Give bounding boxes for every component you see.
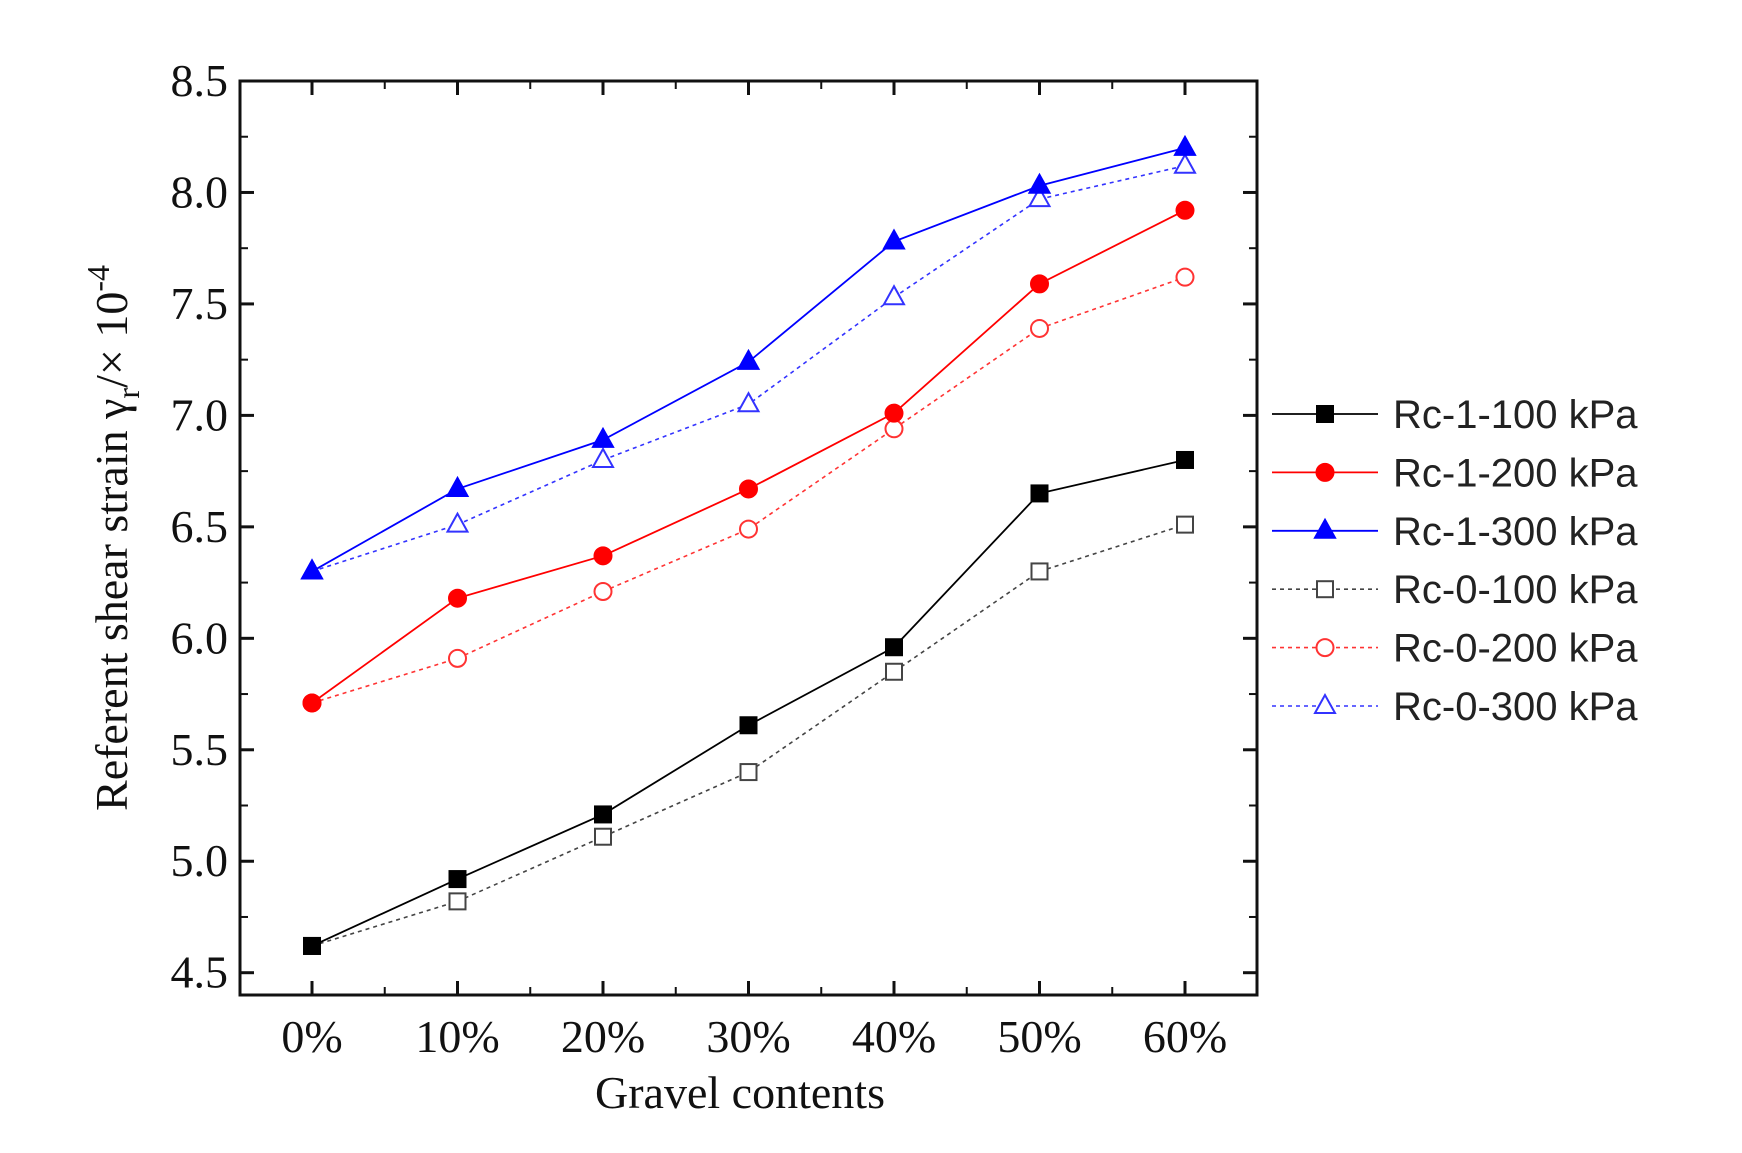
data-point: [1027, 186, 1052, 208]
y-tick-label: 7.5: [171, 278, 229, 329]
data-point: [1173, 152, 1197, 174]
data-point: [448, 892, 467, 911]
data-point: [1030, 562, 1049, 581]
data-point: [882, 284, 906, 306]
data-point: [1175, 200, 1195, 220]
legend-item: Rc-0-200 kPa: [1272, 627, 1638, 671]
x-tick-label: 40%: [852, 1011, 936, 1062]
y-tick-label: 8.0: [171, 166, 229, 217]
x-tick-label: 0%: [281, 1011, 342, 1062]
y-tick-label: 8.5: [171, 55, 229, 106]
legend-marker: [1313, 517, 1337, 539]
data-point: [445, 511, 470, 533]
legend-item: Rc-1-100 kPa: [1272, 393, 1638, 437]
x-tick-label: 10%: [415, 1011, 499, 1062]
y-tick-label: 7.0: [171, 389, 229, 440]
legend-label: Rc-0-200 kPa: [1393, 627, 1638, 671]
series-rc-1-200-kpa: [302, 200, 1195, 713]
data-point: [884, 419, 904, 439]
y-axis-title-sup: -4: [80, 265, 116, 292]
data-point: [885, 638, 903, 657]
legend-item: Rc-1-300 kPa: [1272, 510, 1638, 554]
data-point: [882, 228, 906, 250]
y-axis-title: Referent shear strain γr/× 10-4: [80, 265, 146, 811]
legend-item: Rc-1-200 kPa: [1272, 451, 1638, 495]
data-point: [1027, 172, 1052, 194]
series-rc-1-100-kpa: [303, 450, 1194, 955]
data-point: [300, 558, 324, 580]
x-axis-title: Gravel contents: [595, 1067, 885, 1118]
tick-labels: 4.5 5.0 5.5 6.0 6.5 7.0 7.5 8.0 8.5 0% 10% 20% 30% 40…: [171, 55, 1228, 1062]
data-point: [303, 936, 321, 955]
data-point: [448, 648, 467, 668]
legend-marker: [1316, 580, 1334, 599]
data-point: [736, 391, 761, 413]
legend-marker: [1315, 638, 1335, 658]
x-tick-label: 50%: [997, 1011, 1081, 1062]
data-point: [1175, 267, 1195, 287]
legend-marker: [1316, 405, 1334, 423]
data-point: [884, 403, 904, 423]
legend-label: Rc-1-200 kPa: [1393, 451, 1638, 495]
legend-item: Rc-0-300 kPa: [1272, 685, 1638, 729]
data-point: [594, 805, 612, 824]
data-point: [302, 693, 322, 713]
legend-label: Rc-1-300 kPa: [1393, 510, 1638, 554]
legend-marker: [1313, 692, 1337, 714]
data-point: [591, 446, 615, 468]
y-tick-label: 6.0: [171, 612, 229, 663]
data-point: [885, 662, 903, 681]
x-tick-label: 30%: [706, 1011, 790, 1062]
series-line: [311, 523, 1186, 947]
data-point: [739, 763, 758, 782]
y-tick-label: 5.5: [171, 724, 229, 775]
y-axis-title-main: Referent shear strain γ: [86, 399, 137, 811]
data-point: [593, 546, 613, 566]
data-point: [739, 716, 758, 735]
data-point: [448, 588, 467, 608]
data-point: [739, 519, 758, 539]
data-point: [445, 475, 470, 497]
legend-label: Rc-1-100 kPa: [1393, 393, 1638, 437]
legend: Rc-1-100 kPa Rc-1-200 kPa Rc-1-300 kPa Rc-0…: [1272, 393, 1638, 729]
data-point: [594, 827, 612, 846]
data-point: [1176, 515, 1194, 534]
series-rc-1-300-kpa: [300, 134, 1197, 580]
data-point: [1030, 274, 1049, 294]
x-tick-label: 60%: [1143, 1011, 1227, 1062]
data-point: [1030, 484, 1049, 503]
axis-ticks: [240, 79, 1257, 995]
data-point: [1173, 134, 1197, 156]
series-layer: [300, 134, 1197, 955]
y-tick-label: 4.5: [171, 947, 229, 998]
y-tick-label: 5.0: [171, 835, 229, 886]
data-point: [1176, 450, 1194, 469]
y-axis-title-tail: /× 10: [86, 292, 137, 388]
legend-item: Rc-0-100 kPa: [1272, 568, 1638, 612]
data-point: [591, 426, 615, 448]
plot-frame: [238, 79, 1259, 997]
y-tick-label: 6.5: [171, 501, 229, 552]
data-point: [736, 348, 761, 370]
legend-label: Rc-0-100 kPa: [1393, 568, 1638, 612]
x-tick-label: 20%: [561, 1011, 645, 1062]
data-point: [448, 870, 467, 889]
data-point: [739, 479, 758, 499]
series-line: [311, 209, 1186, 704]
legend-label: Rc-0-300 kPa: [1393, 685, 1638, 729]
y-axis-title-sub: r: [110, 388, 146, 399]
data-point: [593, 582, 613, 602]
legend-marker: [1315, 462, 1335, 482]
data-point: [1030, 318, 1049, 338]
